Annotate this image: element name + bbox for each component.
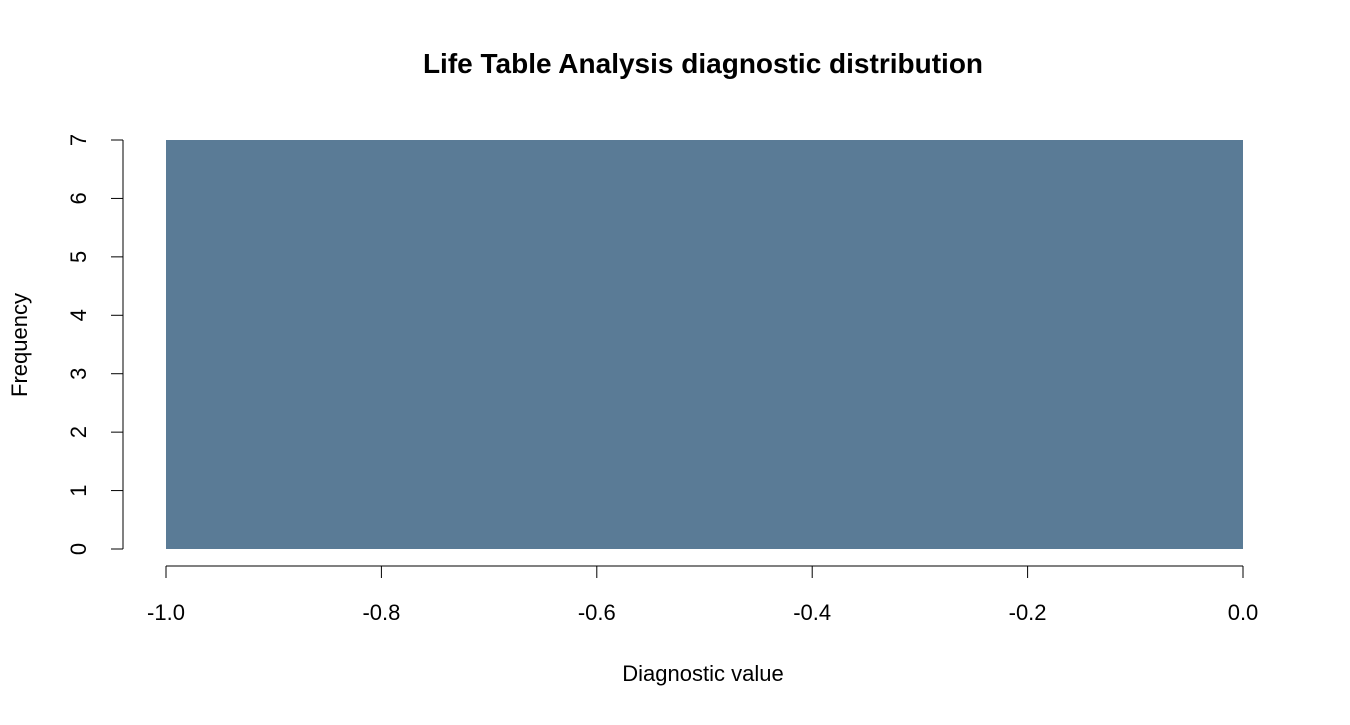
x-tick-label: 0.0 (1228, 600, 1259, 625)
x-axis-title: Diagnostic value (622, 661, 783, 686)
histogram-bar (166, 140, 1243, 549)
y-tick-label: 6 (66, 192, 91, 204)
x-axis: -1.0 -0.8 -0.6 -0.4 -0.2 0.0 (147, 565, 1259, 625)
y-axis-title: Frequency (7, 293, 32, 397)
x-tick-label: -0.8 (362, 600, 400, 625)
y-tick-label: 1 (66, 484, 91, 496)
y-axis: 0 1 2 3 4 5 6 7 (66, 134, 124, 555)
x-tick-label: -0.2 (1009, 600, 1047, 625)
y-tick-label: 2 (66, 426, 91, 438)
bars-layer (166, 140, 1243, 549)
y-tick-label: 0 (66, 543, 91, 555)
chart-title: Life Table Analysis diagnostic distribut… (423, 48, 983, 79)
y-tick-label: 3 (66, 368, 91, 380)
y-tick-label: 7 (66, 134, 91, 146)
x-tick-label: -0.4 (793, 600, 831, 625)
y-tick-label: 5 (66, 251, 91, 263)
x-tick-label: -1.0 (147, 600, 185, 625)
y-tick-label: 4 (66, 309, 91, 321)
x-tick-label: -0.6 (578, 600, 616, 625)
